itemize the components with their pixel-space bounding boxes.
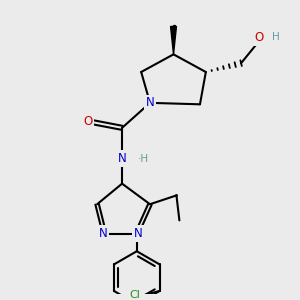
Text: N: N <box>146 96 154 109</box>
Text: N: N <box>99 227 107 240</box>
Text: O: O <box>83 116 92 128</box>
Text: N: N <box>118 152 127 165</box>
Text: N: N <box>134 227 142 240</box>
Text: ·H: ·H <box>138 154 149 164</box>
Text: O: O <box>254 31 263 44</box>
Polygon shape <box>171 26 176 54</box>
Text: H: H <box>272 32 280 42</box>
Text: Cl: Cl <box>130 290 141 300</box>
